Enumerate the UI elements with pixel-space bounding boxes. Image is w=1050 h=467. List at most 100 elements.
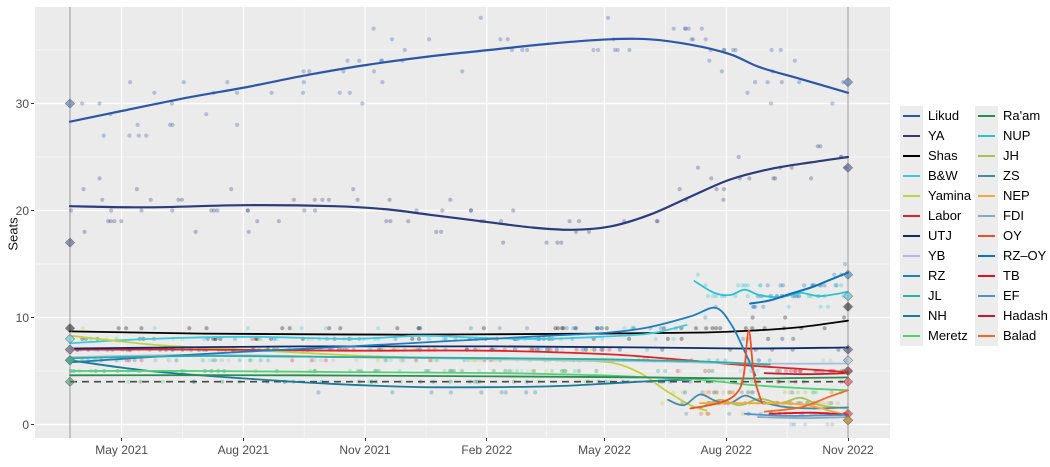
poll-point-YA — [511, 208, 516, 213]
legend-swatch-icon — [978, 135, 995, 137]
poll-point-RZ — [497, 326, 502, 331]
poll-point-B&W — [258, 336, 263, 341]
legend-label-JL: JL — [928, 288, 942, 303]
election-result-Shas — [64, 323, 76, 334]
poll-point-Hadash — [798, 368, 803, 374]
poll-point-YA — [97, 176, 102, 181]
poll-point-B&W — [441, 336, 446, 341]
poll-point-Meretz — [219, 358, 224, 363]
poll-point-Shas — [561, 326, 566, 331]
poll-point-RZ–OY — [792, 294, 797, 299]
poll-point-NUP — [711, 294, 716, 299]
y-tick-label: 30 — [15, 96, 29, 111]
poll-point-Likud — [337, 90, 342, 95]
legend-swatch-icon — [903, 215, 920, 217]
poll-point-YB — [166, 358, 171, 363]
legend-swatch-icon — [978, 115, 995, 117]
poll-point-Likud — [234, 90, 240, 95]
poll-point-Meretz — [367, 379, 372, 384]
poll-point-B&W — [376, 326, 381, 331]
poll-point-Shas — [704, 326, 709, 331]
poll-point-YB — [828, 358, 833, 363]
poll-point-JH — [787, 390, 792, 395]
poll-point-Shas — [187, 326, 192, 331]
legend-swatch-icon — [903, 195, 920, 197]
poll-point-B&W — [245, 326, 251, 331]
poll-point-YB — [605, 347, 611, 352]
poll-point-YA — [119, 219, 124, 224]
legend-key-JH — [975, 146, 998, 166]
poll-point-Shas — [750, 315, 755, 320]
poll-point-YA — [414, 208, 419, 213]
poll-point-NUP — [825, 304, 831, 309]
poll-point-Likud — [498, 37, 503, 42]
legend-label-B&W: B&W — [928, 168, 958, 183]
poll-point-NEP — [828, 401, 834, 406]
poll-point-Labor — [310, 358, 315, 363]
election-result-UTJ — [842, 344, 854, 355]
poll-point-UTJ — [592, 347, 597, 352]
poll-point-Likud — [733, 47, 738, 53]
y-tick-mark — [31, 210, 34, 211]
poll-point-YA — [709, 176, 714, 181]
poll-point-JH — [825, 401, 831, 406]
poll-point-YA — [655, 219, 660, 224]
poll-point-JL — [655, 368, 661, 374]
poll-point-JH — [712, 390, 717, 395]
poll-point-Ra'am — [710, 368, 715, 374]
poll-point-NH — [499, 390, 504, 395]
election-result-Labor — [842, 376, 854, 387]
poll-point-JH — [796, 390, 801, 395]
poll-point-JL — [767, 358, 772, 363]
poll-point-Meretz — [160, 379, 165, 384]
poll-point-YB — [509, 368, 515, 374]
legend-swatch-icon — [903, 275, 920, 277]
legend-key-Meretz — [900, 326, 923, 346]
poll-point-JL — [266, 358, 271, 363]
legend-key-Hadash — [975, 306, 998, 326]
x-tick-mark — [242, 438, 244, 441]
legend-swatch-icon — [978, 155, 995, 157]
poll-point-Likud — [341, 69, 346, 74]
poll-point-RZ–OY — [834, 283, 839, 288]
legend-key-NH — [900, 306, 923, 326]
poll-point-RZ — [595, 326, 600, 331]
poll-point-Likud — [478, 15, 483, 20]
legend-swatch-icon — [903, 235, 920, 237]
poll-point-RZ–OY — [780, 283, 786, 288]
poll-point-Yamina — [590, 347, 595, 352]
poll-point-Hadash — [789, 368, 794, 374]
poll-point-YB — [563, 368, 568, 374]
poll-point-YA — [112, 219, 117, 224]
y-tick-mark — [31, 424, 34, 425]
poll-point-RZ — [703, 315, 708, 320]
trend-line-Shas — [69, 319, 849, 336]
poll-point-Likud — [707, 58, 712, 63]
poll-point-ZS — [749, 390, 754, 395]
poll-point-NUP — [740, 283, 745, 288]
poll-point-RZ — [573, 326, 578, 331]
poll-point-Shas — [204, 326, 209, 331]
poll-point-Likud — [301, 69, 306, 74]
poll-point-YA — [434, 229, 439, 234]
poll-point-FDI — [789, 422, 794, 427]
poll-point-RZ–OY — [842, 261, 848, 267]
poll-point-Labor — [290, 358, 295, 363]
x-tick-label: Nov 2021 — [339, 443, 391, 457]
x-tick-mark — [486, 438, 488, 441]
poll-point-Labor — [792, 368, 798, 374]
poll-point-Likud — [591, 47, 596, 53]
legend-label-FDI: FDI — [1003, 208, 1024, 223]
legend-label-Meretz: Meretz — [928, 328, 968, 343]
poll-point-Shas — [410, 336, 415, 341]
poll-point-NUP — [714, 294, 719, 299]
legend-key-OY — [975, 226, 998, 246]
poll-point-Yamina — [544, 368, 549, 374]
poll-point-Ra'am — [220, 379, 225, 384]
poll-point-Shas — [416, 336, 422, 341]
legend-key-Yamina — [900, 186, 923, 206]
poll-point-YB — [207, 358, 212, 363]
poll-point-YA — [351, 187, 356, 192]
poll-point-YA — [81, 187, 86, 192]
